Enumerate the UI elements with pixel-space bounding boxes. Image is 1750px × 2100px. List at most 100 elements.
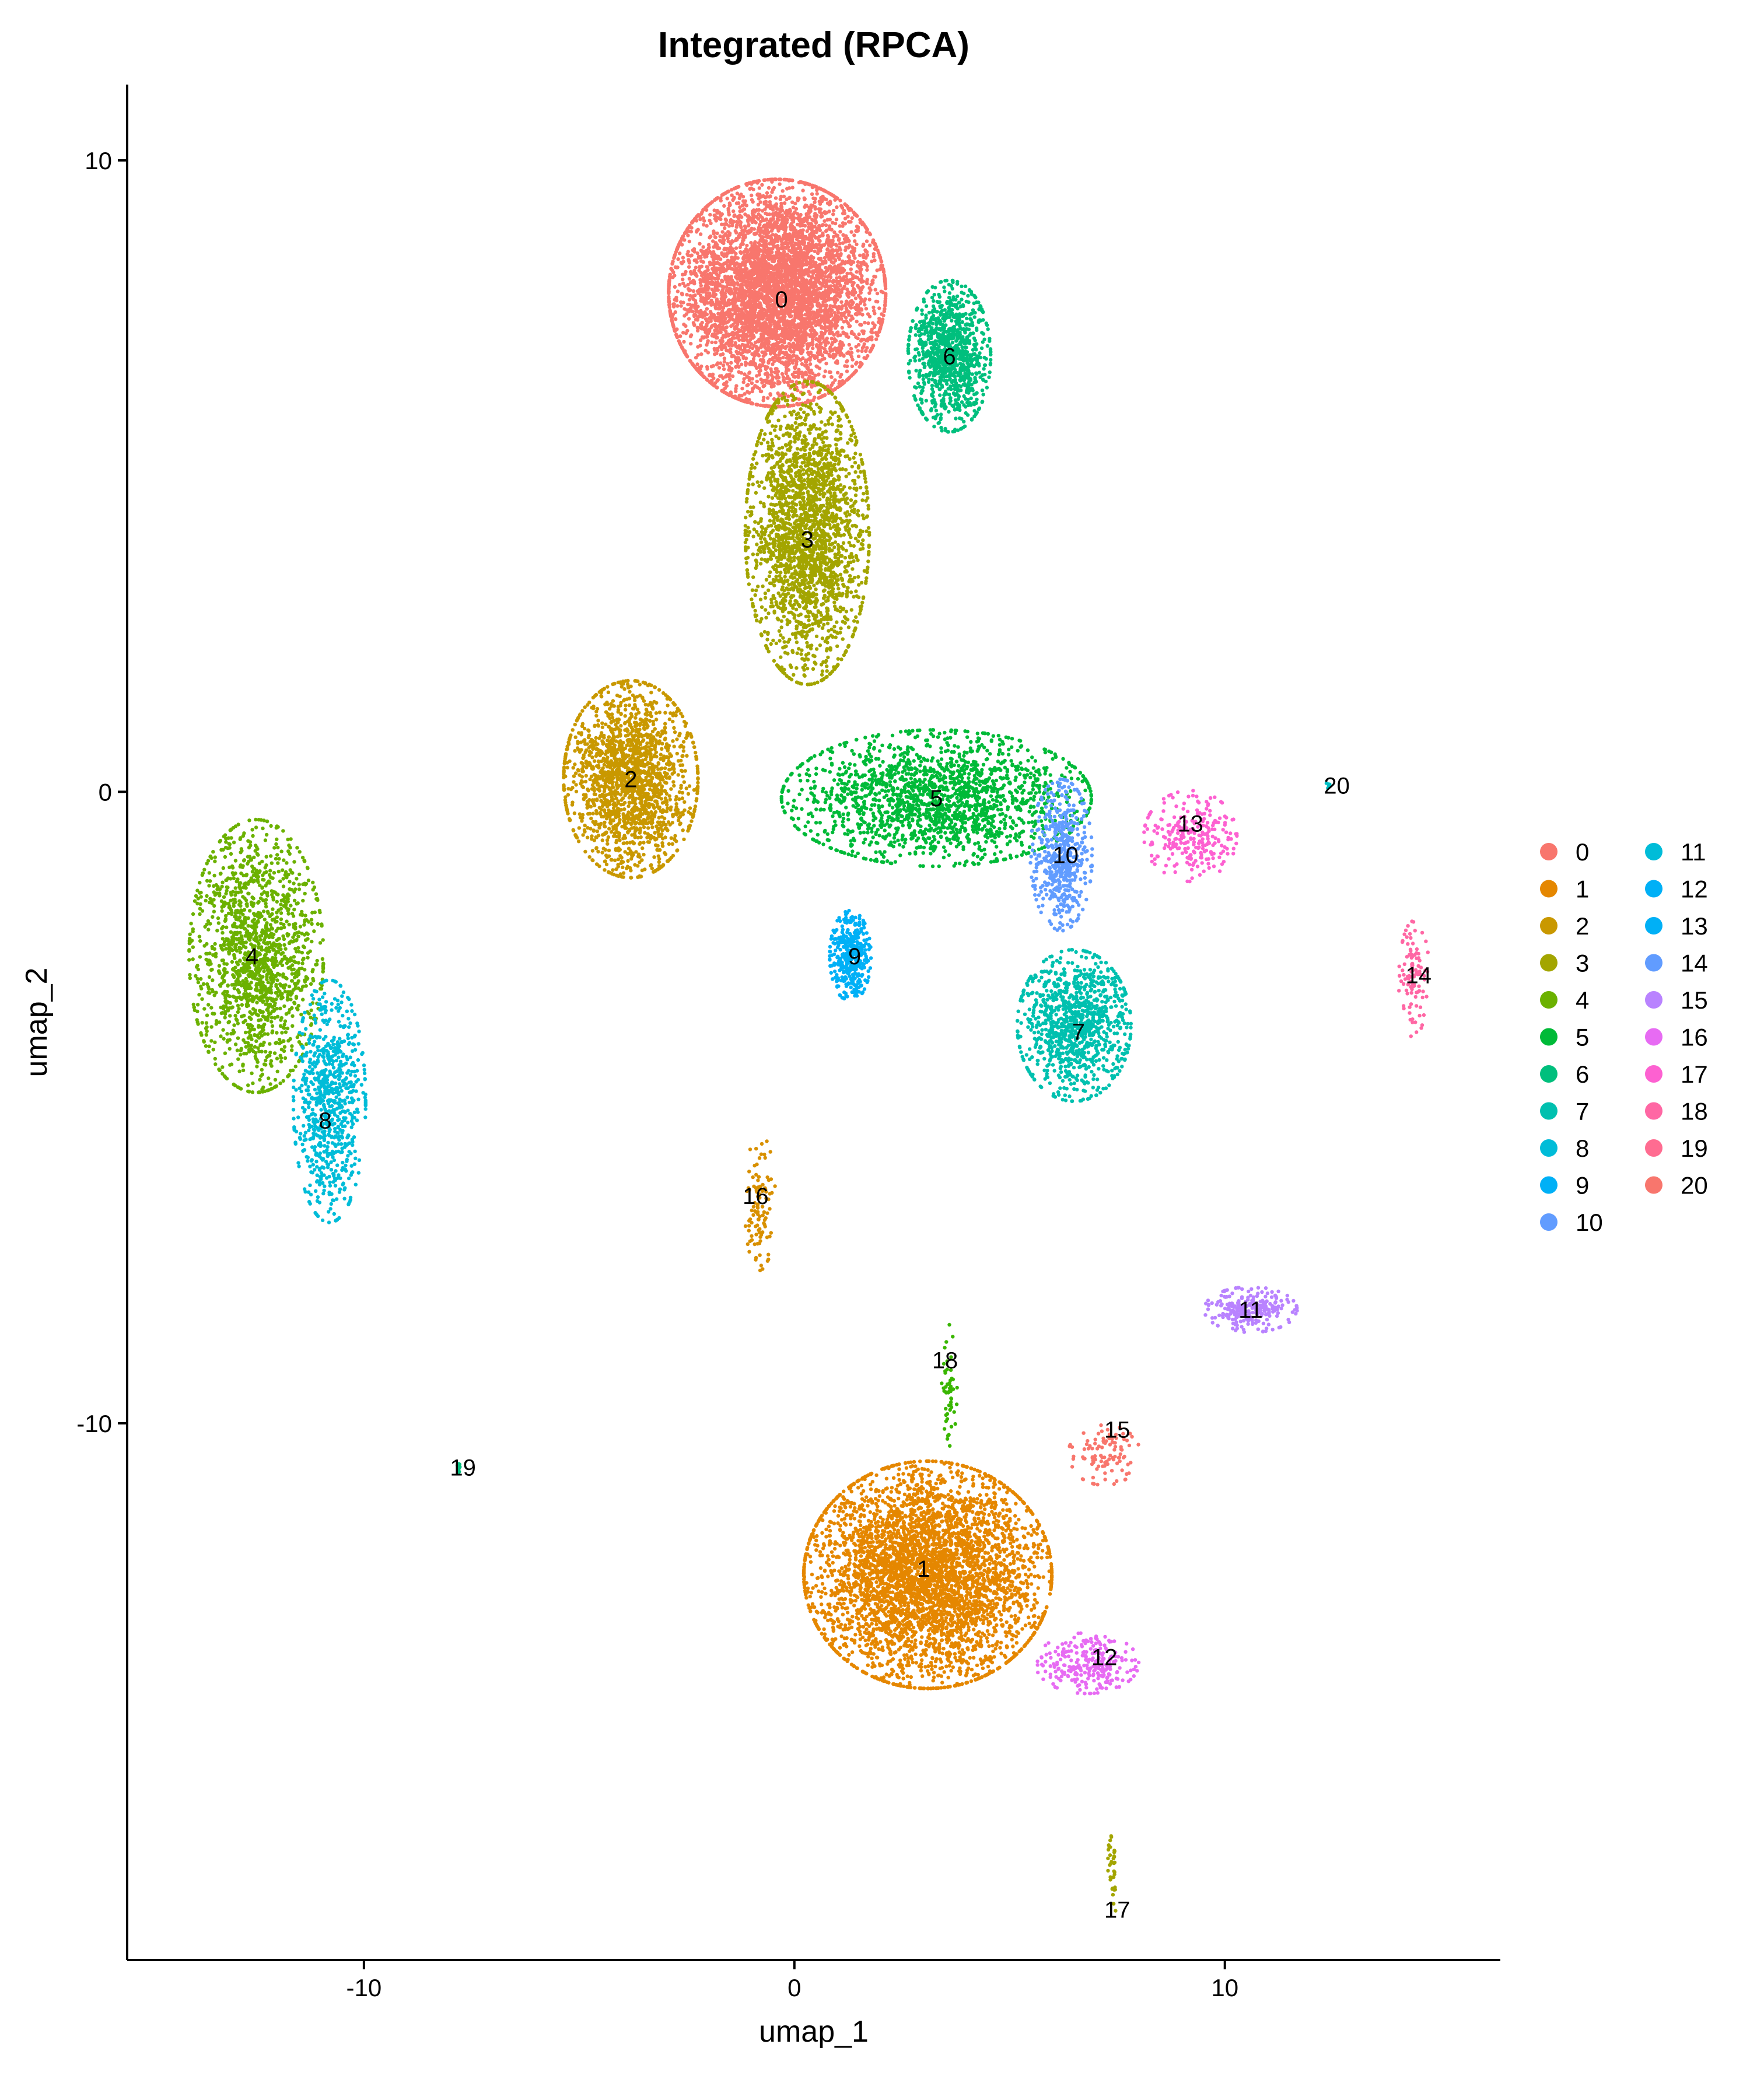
cell-point <box>740 229 744 233</box>
cell-point <box>834 268 838 272</box>
cell-point <box>849 220 853 224</box>
cell-point <box>798 180 803 184</box>
cell-point <box>813 205 817 209</box>
cell-point <box>737 393 742 398</box>
cell-point <box>821 261 825 266</box>
cell-point <box>792 403 796 407</box>
cell-point <box>785 213 789 217</box>
cell-point <box>853 211 857 216</box>
cell-point <box>872 252 876 256</box>
cell-point <box>849 230 853 234</box>
cell-point <box>856 349 860 353</box>
cell-point <box>681 256 685 260</box>
cell-point <box>833 378 837 382</box>
cell-point <box>747 370 752 374</box>
cell-point <box>724 348 729 352</box>
cell-point <box>766 360 771 365</box>
cell-point <box>866 321 870 326</box>
cell-point <box>685 293 689 297</box>
cell-point <box>853 239 857 243</box>
cell-point <box>716 256 720 260</box>
cell-point <box>865 268 869 272</box>
cell-point <box>779 194 783 199</box>
cell-point <box>854 335 858 340</box>
cell-point <box>738 250 743 254</box>
cell-point <box>708 218 712 223</box>
cell-point <box>823 211 827 216</box>
cell-point <box>867 337 872 341</box>
cell-point <box>778 214 782 219</box>
cell-point <box>704 348 708 353</box>
cell-point <box>804 359 808 363</box>
cell-point <box>815 303 820 307</box>
cell-point <box>811 346 815 351</box>
cell-point <box>726 289 730 293</box>
cell-point <box>779 276 783 281</box>
cell-point <box>747 376 751 380</box>
cell-point <box>676 304 680 308</box>
cell-point <box>846 310 850 314</box>
cell-point <box>863 320 867 325</box>
cell-point <box>853 312 858 316</box>
cell-point <box>859 308 864 312</box>
cell-point <box>695 274 699 278</box>
cell-point <box>823 289 828 293</box>
cell-point <box>827 224 832 228</box>
cell-point <box>750 198 754 202</box>
cell-point <box>805 342 809 346</box>
cell-point <box>699 271 704 275</box>
cell-point <box>699 296 704 301</box>
cell-point <box>758 280 762 284</box>
cell-point <box>824 315 828 320</box>
cell-point <box>726 236 730 240</box>
cell-point <box>864 307 869 311</box>
cell-point <box>856 229 860 233</box>
cell-point <box>761 321 766 326</box>
cell-point <box>746 350 750 354</box>
cell-point <box>764 226 768 231</box>
cell-point <box>695 251 700 256</box>
cell-point <box>799 372 804 376</box>
cell-point <box>674 334 679 338</box>
cell-point <box>729 347 733 351</box>
cell-point <box>741 398 745 403</box>
cell-point <box>745 327 750 331</box>
cell-point <box>818 310 822 314</box>
cell-point <box>780 372 785 376</box>
cell-point <box>833 300 838 304</box>
cell-point <box>754 352 758 356</box>
cell-point <box>776 218 780 222</box>
cell-point <box>872 309 876 313</box>
cell-point <box>788 215 792 219</box>
cell-point <box>786 360 790 364</box>
cell-point <box>793 309 797 313</box>
cell-point <box>747 398 751 402</box>
cell-point <box>689 309 694 313</box>
cell-point <box>739 371 744 375</box>
cell-point <box>722 345 726 349</box>
cell-point <box>766 396 770 400</box>
cell-point <box>765 191 769 195</box>
cell-point <box>715 346 720 351</box>
cell-point <box>838 333 842 337</box>
cluster-points-0 <box>667 177 888 409</box>
cell-point <box>846 321 850 326</box>
cell-point <box>721 239 726 243</box>
cell-point <box>844 245 848 249</box>
cell-point <box>781 351 785 355</box>
cell-point <box>749 303 754 307</box>
cell-point <box>783 219 788 223</box>
cell-point <box>811 286 816 290</box>
cell-point <box>831 348 835 352</box>
cell-point <box>667 295 671 299</box>
cell-point <box>812 313 817 317</box>
cell-point <box>708 212 712 217</box>
cell-point <box>820 195 824 200</box>
cell-point <box>729 324 733 328</box>
cell-point <box>706 268 710 272</box>
cell-point <box>718 374 722 378</box>
cell-point <box>728 312 733 316</box>
cell-point <box>818 352 822 356</box>
cell-point <box>734 246 738 250</box>
cell-point <box>847 324 851 328</box>
